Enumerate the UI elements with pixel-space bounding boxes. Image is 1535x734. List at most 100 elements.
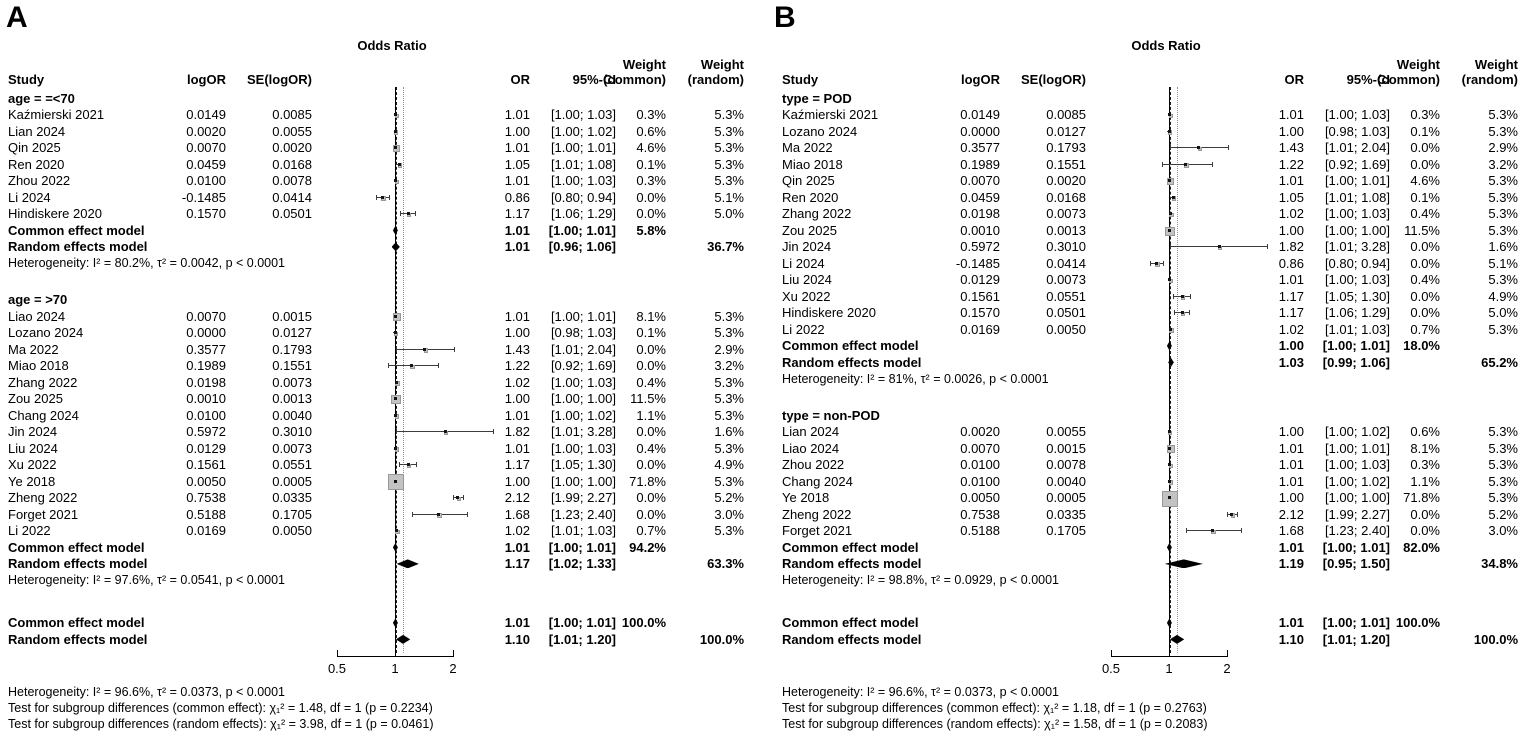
forest-cell [1086, 239, 1269, 256]
model-label: Common effect model [782, 539, 919, 555]
weight-common-value: 0.0% [1410, 523, 1440, 539]
study-row: Qin 2025 0.0070 0.0020 1.01 [1.00; 1.01]… [0, 140, 768, 157]
weight-random-value: 63.3% [707, 556, 744, 572]
ci-end-tick [388, 363, 390, 369]
study-name: Zhou 2022 [782, 457, 845, 473]
study-name: Lian 2024 [8, 123, 66, 139]
point-estimate-dot [443, 430, 447, 434]
model-label: Random effects model [782, 631, 922, 647]
study-name: Miao 2018 [782, 156, 843, 172]
point-estimate-dot [394, 446, 398, 450]
weight-random-value: 36.7% [707, 239, 744, 255]
study-name: Lozano 2024 [782, 123, 858, 139]
logor-value: 0.0198 [960, 206, 1000, 222]
logor-value: 0.1570 [960, 305, 1000, 321]
logor-value: 0.0149 [186, 107, 226, 123]
or-value: 1.00 [1278, 338, 1304, 354]
or-value: 0.86 [1278, 255, 1304, 271]
study-name: Ma 2022 [782, 140, 833, 156]
ci-end-tick [453, 346, 455, 352]
se-value: 0.0050 [1046, 321, 1086, 337]
study-row: Zhang 2022 0.0198 0.0073 1.02 [1.00; 1.0… [0, 374, 768, 391]
model-row: Random effects model 1.10 [1.01; 1.20] 1… [0, 631, 768, 648]
logor-value: 0.0169 [186, 523, 226, 539]
weight-random-value: 5.3% [714, 308, 744, 324]
study-name: Liao 2024 [8, 308, 66, 324]
logor-value: 0.1989 [186, 358, 226, 374]
study-row: Zheng 2022 0.7538 0.0335 2.12 [1.99; 2.2… [768, 506, 1535, 523]
weight-common-value: 0.4% [1410, 272, 1440, 288]
point-estimate-dot [1180, 311, 1184, 315]
point-estimate-dot [1154, 261, 1158, 265]
weight-random-value: 34.8% [1481, 556, 1518, 572]
ci-value: [1.00; 1.03] [550, 440, 616, 456]
weight-common-value: 0.0% [636, 358, 666, 374]
or-value: 1.68 [504, 506, 530, 522]
ci-value: [1.01; 2.04] [550, 341, 616, 357]
study-row: Liao 2024 0.0070 0.0015 1.01 [1.00; 1.01… [0, 308, 768, 325]
weight-common-value: 0.0% [1410, 288, 1440, 304]
point-estimate-dot [436, 512, 440, 516]
footer-note: Test for subgroup differences (random ef… [782, 716, 1208, 731]
logor-value: 0.0100 [186, 407, 226, 423]
weight-random-value: 5.3% [714, 523, 744, 539]
study-name: Zhou 2022 [8, 173, 71, 189]
point-estimate-dot [1167, 496, 1171, 500]
ci-end-tick [1211, 161, 1213, 167]
weight-common-value: 94.2% [629, 539, 666, 555]
pooled-diamond [1166, 542, 1172, 552]
forest-cell [312, 189, 472, 206]
col-header-study: Study [782, 72, 819, 87]
ci-value: [1.00; 1.03] [550, 173, 616, 189]
study-name: Li 2022 [8, 523, 51, 539]
footer-note: Test for subgroup differences (random ef… [8, 716, 434, 731]
pooled-diamond [391, 242, 400, 252]
se-value: 0.0020 [1046, 173, 1086, 189]
forest-cell [1086, 506, 1246, 523]
weight-random-value: 5.3% [1488, 473, 1518, 489]
point-estimate-dot [397, 162, 401, 166]
x-axis-tick [1111, 649, 1112, 657]
weight-random-value: 5.2% [714, 490, 744, 506]
study-row: Xu 2022 0.1561 0.0551 1.17 [1.05; 1.30] … [768, 288, 1535, 305]
forest-cell [1086, 156, 1246, 173]
forest-cell [312, 556, 472, 573]
point-estimate-dot [1168, 113, 1172, 117]
se-value: 0.0414 [272, 189, 312, 205]
ci-value: [1.00; 1.02] [550, 407, 616, 423]
forest-cell [1086, 615, 1246, 632]
logor-value: 0.0100 [186, 173, 226, 189]
ci-end-tick [437, 363, 439, 369]
ci-value: [1.01; 1.20] [548, 631, 616, 647]
weight-common-value: 0.0% [636, 424, 666, 440]
logor-value: 0.0070 [186, 308, 226, 324]
weight-random-value: 5.0% [1488, 305, 1518, 321]
weight-random-value: 5.3% [714, 140, 744, 156]
weight-common-value: 0.7% [636, 523, 666, 539]
study-row: Zhou 2022 0.0100 0.0078 1.01 [1.00; 1.03… [768, 457, 1535, 474]
or-value: 1.01 [1278, 173, 1304, 189]
study-name: Chang 2024 [782, 473, 853, 489]
ci-value: [1.00; 1.01] [548, 222, 616, 238]
ci-value: [0.80; 0.94] [550, 189, 616, 205]
or-value: 1.19 [1278, 556, 1304, 572]
study-name: Zou 2025 [782, 222, 837, 238]
weight-common-value: 11.5% [630, 391, 666, 407]
or-value: 1.43 [504, 341, 530, 357]
weight-random-value: 5.3% [1488, 457, 1518, 473]
ci-value: [1.06; 1.29] [550, 206, 616, 222]
pooled-diamond [392, 542, 398, 552]
ci-end-tick [493, 429, 495, 435]
weight-common-value: 0.7% [1410, 321, 1440, 337]
forest-cell [1086, 457, 1246, 474]
se-value: 0.0073 [272, 440, 312, 456]
weight-common-value: 0.0% [636, 506, 666, 522]
logor-value: 0.0050 [186, 473, 226, 489]
weight-common-value: 0.6% [636, 123, 666, 139]
ci-value: [1.00; 1.02] [550, 123, 616, 139]
forest-cell [312, 523, 472, 540]
forest-cell [312, 239, 472, 256]
point-estimate-dot [456, 496, 460, 500]
logor-value: 0.5972 [960, 239, 1000, 255]
logor-value: 0.7538 [960, 506, 1000, 522]
